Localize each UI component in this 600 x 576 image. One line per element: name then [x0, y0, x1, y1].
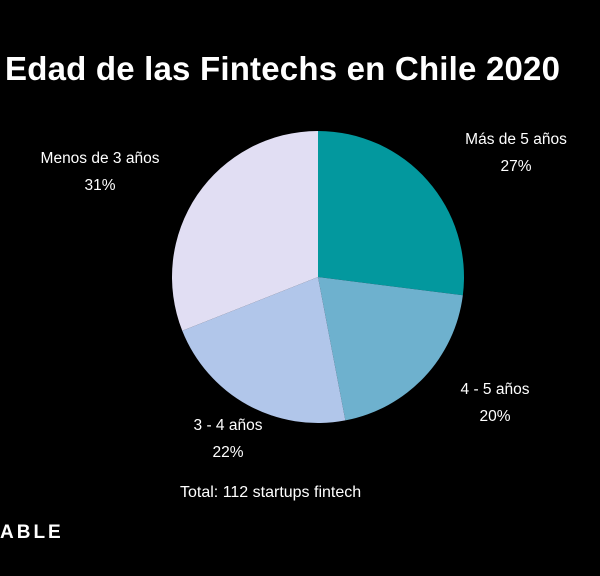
- slice-label-3-4: 3 - 4 años 22%: [173, 412, 283, 466]
- slice-label-mas-de-5: Más de 5 años 27%: [436, 126, 596, 180]
- slice-label-value: 31%: [84, 177, 116, 194]
- slice-label-name: 3 - 4 años: [193, 417, 263, 434]
- slice-label-value: 27%: [500, 158, 532, 175]
- chart-total-note: Total: 112 startups fintech: [180, 484, 362, 501]
- slice-label-name: 4 - 5 años: [460, 381, 530, 398]
- pie-slices: [172, 131, 465, 424]
- slice-label-name: Menos de 3 años: [40, 150, 160, 167]
- slice-label-name: Más de 5 años: [465, 131, 567, 148]
- pie-slice-3: [182, 277, 346, 424]
- slice-label-menos-de-3: Menos de 3 años 31%: [15, 145, 185, 199]
- chart-title: Edad de las Fintechs en Chile 2020: [5, 50, 561, 87]
- pie-slice-1: [318, 131, 465, 296]
- slice-label-value: 22%: [212, 444, 244, 461]
- pie-slice-2: [318, 277, 463, 421]
- brand-logo-text: ABLE: [0, 522, 64, 543]
- slice-label-4-5: 4 - 5 años 20%: [440, 376, 550, 430]
- slice-label-value: 20%: [479, 408, 511, 425]
- pie-slice-4: [172, 131, 318, 331]
